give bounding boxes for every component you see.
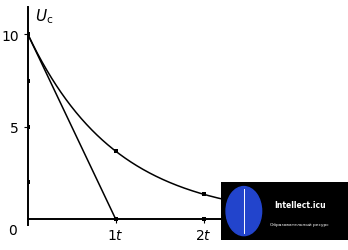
- Text: Образовательный ресурс: Образовательный ресурс: [270, 222, 329, 226]
- Text: $U_\mathrm{c}$: $U_\mathrm{c}$: [35, 8, 53, 26]
- Ellipse shape: [226, 187, 262, 236]
- Text: 0: 0: [8, 223, 16, 236]
- Text: Intellect.icu: Intellect.icu: [274, 200, 325, 209]
